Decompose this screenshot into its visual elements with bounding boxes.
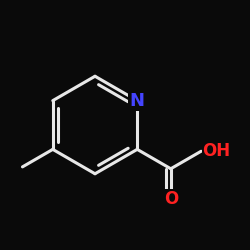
Text: N: N [130, 92, 145, 110]
Text: OH: OH [202, 142, 230, 160]
Text: O: O [164, 190, 178, 208]
